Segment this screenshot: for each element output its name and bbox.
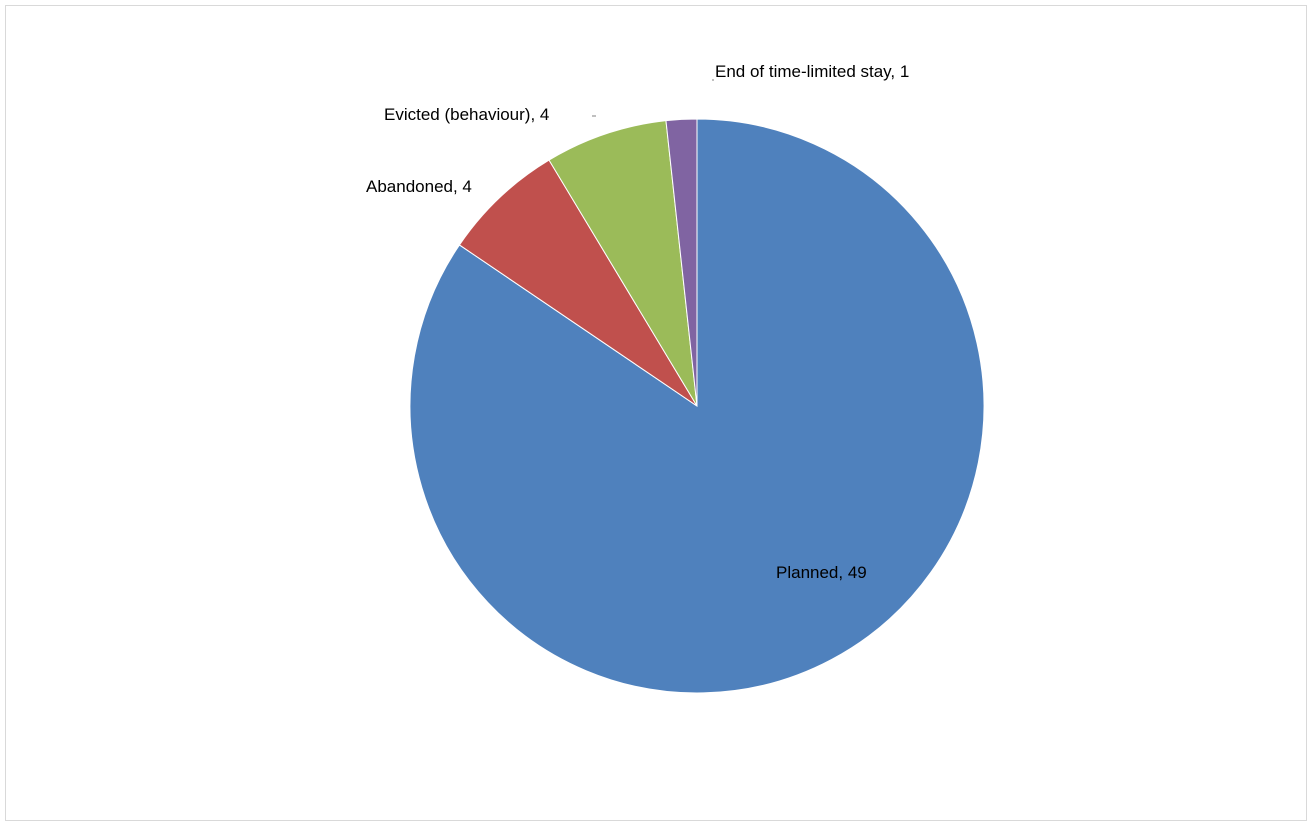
leader-lines [592, 79, 714, 117]
pie-slice-abandoned [458, 159, 698, 407]
data-label-abandoned: Abandoned, 4 [366, 177, 472, 196]
pie-slice-evicted-behaviour [548, 120, 698, 407]
data-label-planned: Planned, 49 [776, 563, 867, 582]
pie-slice-end-of-time-limited-stay [665, 118, 698, 407]
data-labels: Planned, 49 Abandoned, 4 Evicted (behaviou… [366, 62, 909, 582]
data-label-end-of-time-limited-stay: End of time-limited stay, 1 [715, 62, 909, 81]
data-label-evicted-behaviour: Evicted (behaviour), 4 [384, 105, 549, 124]
pie-slices [409, 118, 985, 694]
